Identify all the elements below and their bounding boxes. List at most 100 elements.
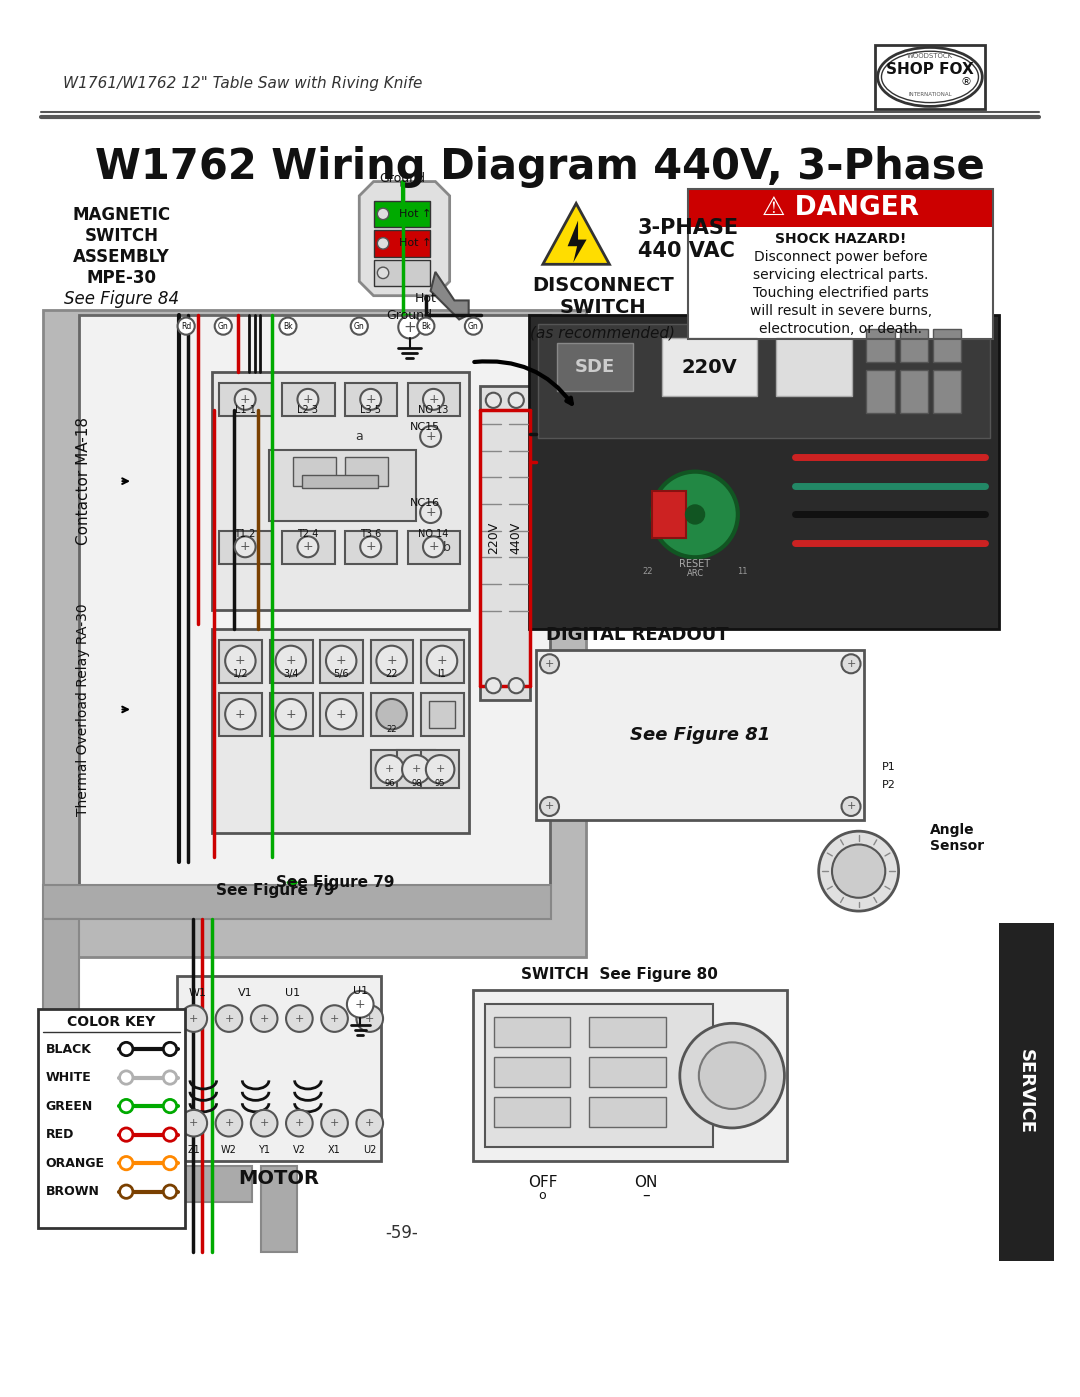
Bar: [219, 640, 262, 683]
Bar: [370, 640, 414, 683]
Text: Rd: Rd: [181, 321, 191, 331]
Bar: [345, 457, 388, 486]
Circle shape: [361, 536, 381, 557]
Circle shape: [251, 1006, 278, 1032]
Circle shape: [377, 698, 407, 729]
Polygon shape: [360, 182, 449, 296]
Bar: [875, 45, 985, 109]
Bar: [538, 324, 990, 439]
Bar: [321, 640, 363, 683]
Text: a: a: [355, 430, 363, 443]
Bar: [42, 1166, 252, 1203]
Text: MPE-30: MPE-30: [86, 268, 157, 286]
Text: +: +: [235, 708, 245, 721]
Bar: [375, 260, 430, 286]
Circle shape: [225, 645, 256, 676]
Text: T1 2: T1 2: [234, 529, 256, 539]
Circle shape: [216, 1006, 242, 1032]
Bar: [495, 1097, 570, 1127]
Circle shape: [417, 317, 434, 335]
Text: X1: X1: [328, 1144, 341, 1155]
Circle shape: [163, 1127, 177, 1141]
Bar: [219, 693, 262, 736]
Text: 1/2: 1/2: [232, 669, 248, 679]
Text: +: +: [544, 659, 554, 669]
Text: L1 1: L1 1: [234, 405, 256, 415]
Text: SDE: SDE: [575, 358, 616, 376]
Circle shape: [120, 1127, 133, 1141]
Text: Gn: Gn: [218, 321, 229, 331]
Text: SWITCH  See Figure 80: SWITCH See Figure 80: [521, 967, 718, 982]
Text: -59-: -59-: [386, 1224, 418, 1242]
Text: W1761/W1762 12" Table Saw with Riving Knife: W1761/W1762 12" Table Saw with Riving Kn…: [63, 75, 422, 91]
Text: (as recommended): (as recommended): [530, 326, 675, 341]
Text: Hot ↑: Hot ↑: [400, 210, 432, 219]
Bar: [590, 1056, 665, 1087]
Text: +: +: [365, 393, 376, 407]
Text: NC16: NC16: [409, 499, 440, 509]
Text: BROWN: BROWN: [45, 1185, 99, 1199]
Circle shape: [347, 990, 374, 1017]
Circle shape: [120, 1099, 133, 1113]
Circle shape: [275, 698, 306, 729]
Text: +: +: [235, 654, 245, 668]
Bar: [261, 1166, 297, 1252]
Text: +: +: [285, 654, 296, 668]
Text: b: b: [443, 541, 450, 555]
Text: NC15: NC15: [409, 422, 440, 432]
Text: Hot: Hot: [415, 292, 436, 305]
Bar: [370, 693, 414, 736]
Text: See Figure 79: See Figure 79: [216, 883, 335, 898]
Bar: [26, 34, 1054, 124]
Bar: [900, 370, 928, 412]
Bar: [421, 640, 464, 683]
Bar: [219, 531, 272, 564]
Circle shape: [216, 1109, 242, 1137]
Text: L3 5: L3 5: [361, 405, 381, 415]
Text: +: +: [426, 430, 436, 443]
Bar: [999, 923, 1054, 1261]
Text: +: +: [189, 1014, 199, 1024]
Text: MOTOR: MOTOR: [239, 1169, 320, 1187]
Text: BLACK: BLACK: [45, 1042, 92, 1056]
Text: 96: 96: [384, 780, 395, 788]
Bar: [481, 386, 529, 700]
Text: W1: W1: [189, 988, 206, 997]
Circle shape: [120, 1157, 133, 1169]
Text: 220V: 220V: [681, 358, 738, 377]
Text: ON: ON: [634, 1175, 658, 1190]
Bar: [866, 328, 895, 362]
Text: DISCONNECT
SWITCH: DISCONNECT SWITCH: [532, 277, 674, 317]
Circle shape: [163, 1071, 177, 1084]
Text: 440 VAC: 440 VAC: [638, 240, 734, 261]
Text: +: +: [365, 1118, 375, 1129]
Circle shape: [297, 388, 319, 409]
Text: ORANGE: ORANGE: [45, 1157, 105, 1169]
Text: Disconnect power before: Disconnect power before: [754, 250, 928, 264]
Circle shape: [423, 536, 444, 557]
Circle shape: [275, 645, 306, 676]
Text: SHOCK HAZARD!: SHOCK HAZARD!: [774, 232, 906, 246]
Text: +: +: [285, 708, 296, 721]
Circle shape: [377, 645, 407, 676]
Circle shape: [326, 645, 356, 676]
Bar: [282, 383, 335, 416]
Bar: [42, 919, 79, 1166]
Text: SHOP FOX: SHOP FOX: [886, 61, 974, 77]
Circle shape: [326, 698, 356, 729]
Text: MAGNETIC: MAGNETIC: [72, 205, 171, 224]
Text: +: +: [295, 1014, 305, 1024]
Bar: [219, 383, 272, 416]
Text: +: +: [365, 541, 376, 553]
Text: +: +: [355, 997, 365, 1011]
Bar: [212, 629, 469, 833]
Text: RESET: RESET: [679, 559, 711, 569]
Bar: [321, 693, 363, 736]
Bar: [212, 372, 469, 609]
Bar: [302, 475, 378, 488]
Text: +: +: [336, 654, 347, 668]
Bar: [662, 338, 757, 395]
Text: Touching electrified parts: Touching electrified parts: [753, 286, 929, 300]
Circle shape: [297, 536, 319, 557]
Text: 22: 22: [386, 669, 397, 679]
